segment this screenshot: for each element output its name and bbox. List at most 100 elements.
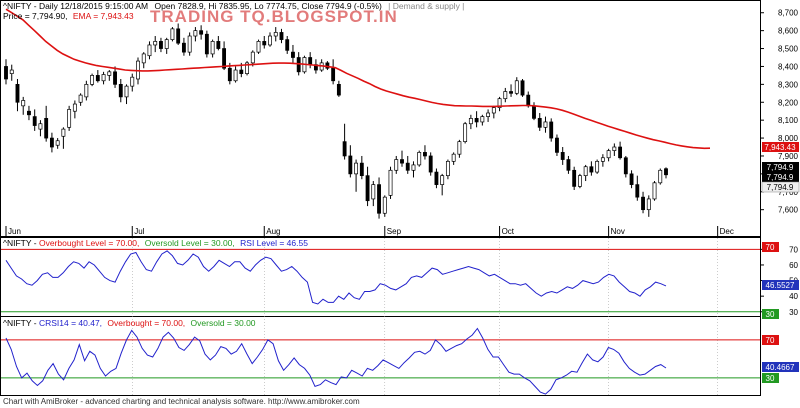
candle-body	[497, 98, 502, 108]
price-y-tick-label: 8,700	[778, 9, 799, 18]
crsi-tags: 70 40.4667 30	[762, 335, 799, 383]
candle-body	[15, 84, 20, 103]
candle-body	[262, 41, 267, 46]
candle-body	[600, 157, 605, 162]
footer-text: Chart with AmiBroker - advanced charting…	[3, 397, 360, 406]
candle-body	[159, 41, 163, 49]
crsi-title-overbought: Overbought = 70.00,	[107, 318, 185, 328]
rsi-line	[5, 250, 667, 305]
month-label: Jul	[134, 227, 144, 236]
candle-body	[250, 51, 255, 64]
price-tag-2-label: 7,794.9	[767, 173, 794, 182]
candle-body	[595, 160, 600, 173]
price-tag: 7,794.9 7,794.9 7,794.9	[761, 162, 800, 193]
candle-body	[308, 57, 313, 66]
rsi-tag-oversold: 30	[766, 310, 775, 319]
crsi-title: ^NIFTY - CRSI14 = 40.47, Overbought = 70…	[3, 318, 256, 328]
candle-body	[32, 116, 37, 126]
candle-body	[589, 166, 594, 173]
candle-body	[4, 66, 8, 80]
candle-body	[411, 164, 416, 171]
candle-body	[537, 118, 542, 128]
price-y-tick-label: 8,300	[778, 80, 799, 89]
price-y-tick-label: 8,000	[778, 134, 799, 143]
candle-body	[268, 35, 272, 46]
rsi-title-value: RSI Level = 46.55	[240, 238, 308, 248]
candle-body	[61, 128, 66, 137]
rsi-tag-overbought: 70	[766, 243, 775, 252]
month-label: Oct	[502, 227, 515, 236]
candle-body	[118, 84, 123, 98]
candle-body	[486, 112, 491, 117]
price-y-tick-label: 8,600	[778, 27, 799, 36]
candle-body	[9, 69, 14, 74]
candle-body	[336, 84, 341, 96]
ema-tag-label: 7,943.43	[764, 143, 796, 152]
crsi-line	[5, 327, 667, 395]
candle-body	[629, 173, 634, 185]
candle-body	[331, 67, 336, 82]
candle-body	[130, 76, 135, 87]
candle-body	[400, 159, 404, 164]
price-title-ohlc: Open 7828.9, Hi 7835.95, Lo 7774.75, Clo…	[154, 1, 381, 11]
price-title-ema: EMA = 7,943.43	[73, 11, 134, 21]
candle-body	[101, 74, 106, 82]
candle-body	[520, 80, 525, 96]
candles	[4, 23, 668, 219]
candle-body	[279, 32, 284, 40]
candle-body	[27, 110, 31, 116]
price-panel-frame	[0, 0, 761, 237]
candle-body	[394, 159, 399, 171]
candle-body	[342, 141, 347, 157]
candle-body	[606, 150, 611, 159]
candle-body	[199, 30, 204, 35]
month-label: Jun	[8, 227, 21, 236]
price-title-note: | Demand & supply |	[388, 1, 464, 11]
candle-body	[371, 184, 376, 200]
candle-body	[21, 100, 26, 107]
candle-body	[641, 196, 645, 211]
candle-body	[95, 75, 100, 82]
price-y-tick-label: 8,200	[778, 98, 799, 107]
price-title-line2: Price = 7,794.90, EMA = 7,943.43	[3, 11, 134, 21]
rsi-tags: 70 46.5527 30	[762, 242, 799, 319]
candle-body	[359, 162, 364, 177]
candle-body	[348, 155, 353, 175]
crsi-tag-overbought: 70	[766, 336, 775, 345]
candle-body	[222, 48, 227, 69]
candle-body	[503, 91, 508, 100]
candle-body	[78, 94, 83, 103]
candle-body	[543, 121, 548, 128]
candle-body	[417, 152, 422, 166]
candle-body	[646, 198, 651, 211]
candle-body	[405, 162, 410, 171]
candle-body	[583, 166, 588, 177]
candle-body	[227, 67, 232, 82]
candle-body	[618, 146, 623, 159]
candle-body	[113, 71, 117, 85]
candle-body	[434, 171, 439, 185]
price-title: ^NIFTY - Daily 12/18/2015 9:15:00 AM Ope…	[3, 1, 464, 11]
candle-body	[577, 175, 582, 187]
candle-body	[428, 155, 433, 173]
candle-body	[245, 62, 249, 74]
month-label: Sep	[387, 227, 402, 236]
candle-body	[55, 140, 60, 146]
candle-body	[463, 123, 468, 142]
price-y-tick-label: 7,600	[778, 206, 799, 215]
candle-body	[256, 41, 261, 53]
candle-body	[566, 159, 571, 171]
price-y-tick-label: 7,900	[778, 152, 799, 161]
candle-body	[365, 175, 370, 202]
watermark: TRADING TQ.BLOGSPOT.IN	[150, 7, 398, 26]
month-label: Dec	[720, 227, 734, 236]
candle-body	[233, 69, 238, 82]
candle-body	[176, 28, 181, 44]
price-tag-label: 7,794.9	[767, 163, 794, 172]
price-title-price: Price = 7,794.90,	[3, 11, 68, 21]
candle-body	[44, 118, 49, 139]
candle-body	[526, 94, 531, 107]
candle-body	[67, 109, 72, 128]
candle-body	[652, 182, 657, 200]
